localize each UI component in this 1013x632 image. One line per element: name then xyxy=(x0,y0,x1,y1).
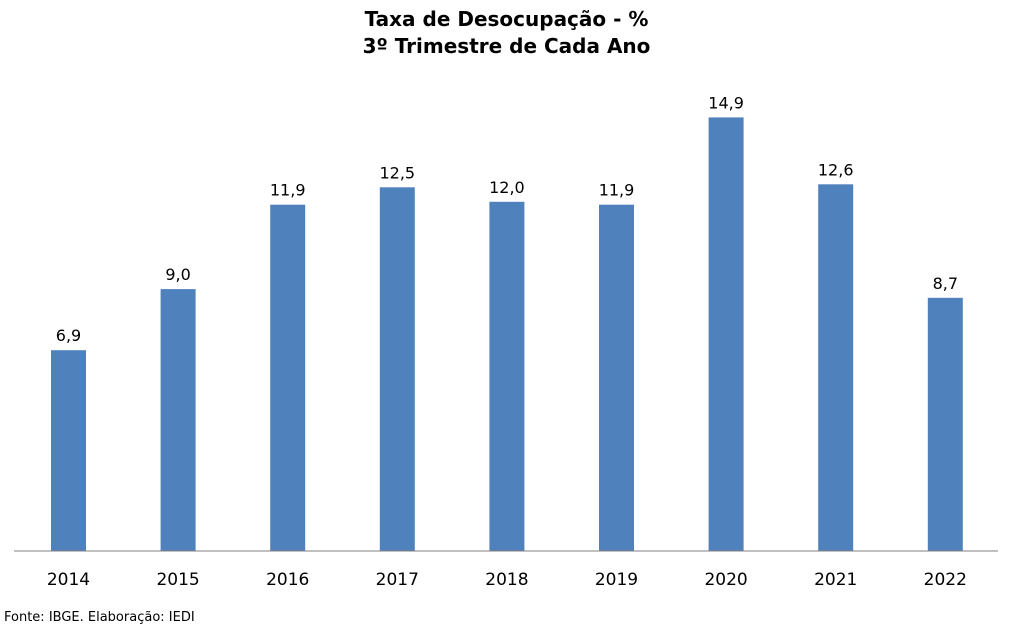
bar-2018 xyxy=(489,201,525,552)
data-label-2014: 6,9 xyxy=(56,326,81,345)
x-tick-label-2015: 2015 xyxy=(156,570,199,590)
chart-title: Taxa de Desocupação - % 3º Trimestre de … xyxy=(0,6,1013,60)
bar-2017 xyxy=(379,187,415,552)
data-label-2020: 14,9 xyxy=(708,93,744,112)
data-label-2022: 8,7 xyxy=(933,274,958,293)
x-tick-label-2017: 2017 xyxy=(376,570,419,590)
x-tick-label-2016: 2016 xyxy=(266,570,309,590)
bar-2016 xyxy=(270,204,306,551)
data-label-2018: 12,0 xyxy=(489,178,525,197)
bars-layer xyxy=(51,117,963,552)
data-label-2017: 12,5 xyxy=(379,163,415,182)
bar-2020 xyxy=(708,117,744,552)
x-tick-label-2014: 2014 xyxy=(47,570,90,590)
x-tick-label-2019: 2019 xyxy=(595,570,638,590)
x-tick-label-2018: 2018 xyxy=(485,570,528,590)
x-tick-label-2022: 2022 xyxy=(924,570,967,590)
bar-2014 xyxy=(51,350,86,551)
source-note: Fonte: IBGE. Elaboração: IEDI xyxy=(4,610,195,625)
bar-2022 xyxy=(927,297,963,551)
data-label-2021: 12,6 xyxy=(818,160,854,179)
chart-title-line: Taxa de Desocupação - % xyxy=(364,7,649,31)
bar-2019 xyxy=(599,204,634,551)
x-tick-label-2021: 2021 xyxy=(814,570,857,590)
data-label-2019: 11,9 xyxy=(599,181,635,200)
data-label-2015: 9,0 xyxy=(165,265,190,284)
bar-2021 xyxy=(818,184,854,552)
bar-2015 xyxy=(160,289,196,551)
chart-subtitle-line: 3º Trimestre de Cada Ano xyxy=(362,34,651,58)
tick-labels-layer: 2014 2015 2016 2017 2018 2019 2020 2021 2022 xyxy=(47,570,967,590)
value-labels-layer: 6,9 9,0 11,9 12,5 12,0 11,9 14,9 12,6 8,7 xyxy=(56,93,958,345)
data-label-2016: 11,9 xyxy=(270,181,306,200)
x-tick-label-2020: 2020 xyxy=(704,570,747,590)
